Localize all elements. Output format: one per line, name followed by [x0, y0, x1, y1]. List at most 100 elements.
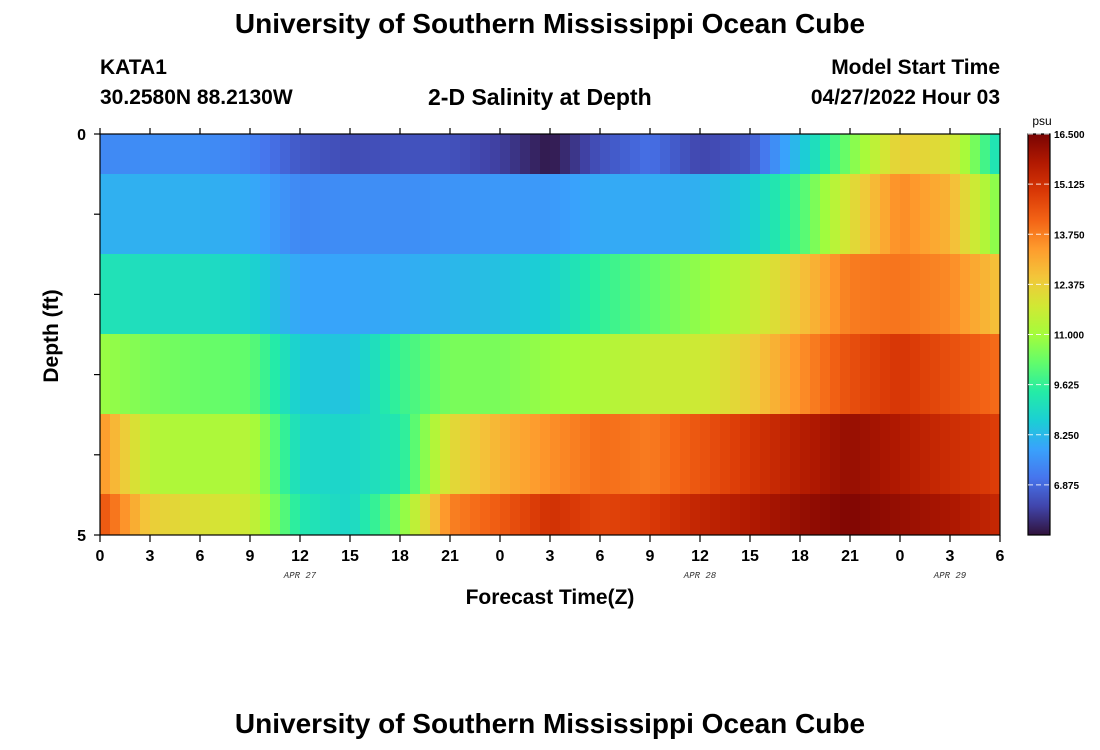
heatmap-cell	[450, 174, 461, 254]
heatmap-cell	[480, 414, 491, 494]
heatmap-cell	[740, 254, 751, 334]
heatmap-cell	[770, 414, 781, 494]
heatmap-cell	[960, 414, 971, 494]
heatmap-cell	[830, 414, 841, 494]
heatmap-cell	[480, 134, 491, 174]
heatmap-cell	[640, 414, 651, 494]
heatmap-cell	[310, 134, 321, 174]
heatmap-cell	[370, 414, 381, 494]
heatmap-cell	[370, 334, 381, 414]
heatmap-cell	[360, 334, 371, 414]
heatmap-cell	[590, 134, 601, 174]
heatmap-cell	[350, 334, 361, 414]
colorbar-tick-label: 8.250	[1054, 431, 1079, 442]
heatmap-cell	[230, 174, 241, 254]
heatmap-cell	[840, 334, 851, 414]
heatmap-cell	[310, 334, 321, 414]
heatmap-cell	[490, 414, 501, 494]
heatmap-cell	[890, 174, 901, 254]
heatmap-cell	[780, 134, 791, 174]
heatmap-cell	[760, 254, 771, 334]
heatmap-cell	[210, 254, 221, 334]
heatmap-cell	[140, 334, 151, 414]
heatmap-cell	[730, 334, 741, 414]
heatmap-cell	[700, 134, 711, 174]
heatmap-cell	[550, 334, 561, 414]
heatmap-cell	[100, 134, 111, 174]
heatmap-cell	[900, 494, 911, 535]
heatmap-cell	[180, 174, 191, 254]
heatmap-cell	[680, 174, 691, 254]
heatmap-cell	[240, 174, 251, 254]
heatmap-cell	[620, 334, 631, 414]
heatmap-cell	[570, 254, 581, 334]
heatmap-cell	[600, 174, 611, 254]
heatmap-cell	[330, 494, 341, 535]
model-start-label: Model Start Time	[831, 56, 1000, 79]
heatmap-cell	[670, 254, 681, 334]
heatmap-cell	[760, 414, 771, 494]
heatmap-cell	[860, 254, 871, 334]
heatmap-cell	[920, 134, 931, 174]
heatmap-cell	[720, 494, 731, 535]
x-tick-label: 0	[96, 548, 105, 565]
heatmap-cell	[390, 494, 401, 535]
heatmap-cell	[990, 334, 1000, 414]
heatmap-cell	[970, 414, 981, 494]
heatmap-cell	[150, 254, 161, 334]
heatmap-cell	[610, 174, 621, 254]
heatmap-cell	[150, 494, 161, 535]
heatmap-cell	[540, 334, 551, 414]
heatmap-cell	[910, 254, 921, 334]
heatmap-cell	[370, 174, 381, 254]
heatmap-cell	[540, 494, 551, 535]
heatmap-cell	[390, 414, 401, 494]
heatmap-cell	[950, 494, 961, 535]
heatmap-cell	[280, 494, 291, 535]
heatmap-cell	[580, 334, 591, 414]
heatmap-cell	[680, 134, 691, 174]
heatmap-cell	[430, 134, 441, 174]
heatmap-cell	[400, 174, 411, 254]
heatmap-cell	[340, 134, 351, 174]
heatmap-cell	[100, 254, 111, 334]
heatmap-cell	[230, 414, 241, 494]
x-tick-label: 3	[946, 548, 955, 565]
heatmap-cell	[850, 334, 861, 414]
colorbar-tick-label: 11.000	[1054, 331, 1084, 342]
heatmap-cell	[600, 494, 611, 535]
heatmap-cell	[960, 134, 971, 174]
heatmap-cell	[950, 414, 961, 494]
colorbar-tick-label: 9.625	[1054, 381, 1079, 392]
heatmap-cell	[720, 334, 731, 414]
colorbar-tick-label: 15.125	[1054, 180, 1085, 191]
y-axis-label: Depth (ft)	[40, 289, 63, 382]
heatmap-cell	[980, 254, 991, 334]
heatmap-cell	[200, 334, 211, 414]
heatmap-cell	[570, 134, 581, 174]
heatmap-cell	[250, 254, 261, 334]
heatmap-cell	[660, 134, 671, 174]
heatmap-cell	[240, 254, 251, 334]
heatmap-cell	[520, 174, 531, 254]
heatmap-cell	[620, 414, 631, 494]
heatmap-cell	[350, 494, 361, 535]
heatmap-cell	[360, 254, 371, 334]
heatmap-cell	[870, 414, 881, 494]
heatmap-cell	[490, 334, 501, 414]
heatmap-cell	[820, 414, 831, 494]
heatmap-cell	[880, 174, 891, 254]
heatmap-cell	[310, 414, 321, 494]
heatmap-cell	[180, 134, 191, 174]
heatmap-cell	[340, 414, 351, 494]
station-id: KATA1	[100, 56, 167, 79]
heatmap-cell	[510, 254, 521, 334]
heatmap-cell	[510, 414, 521, 494]
heatmap-cell	[640, 174, 651, 254]
heatmap-cell	[330, 334, 341, 414]
heatmap-cell	[560, 414, 571, 494]
heatmap-cell	[300, 134, 311, 174]
x-tick-label: 9	[246, 548, 255, 565]
heatmap-cell	[710, 174, 721, 254]
heatmap-cell	[860, 134, 871, 174]
